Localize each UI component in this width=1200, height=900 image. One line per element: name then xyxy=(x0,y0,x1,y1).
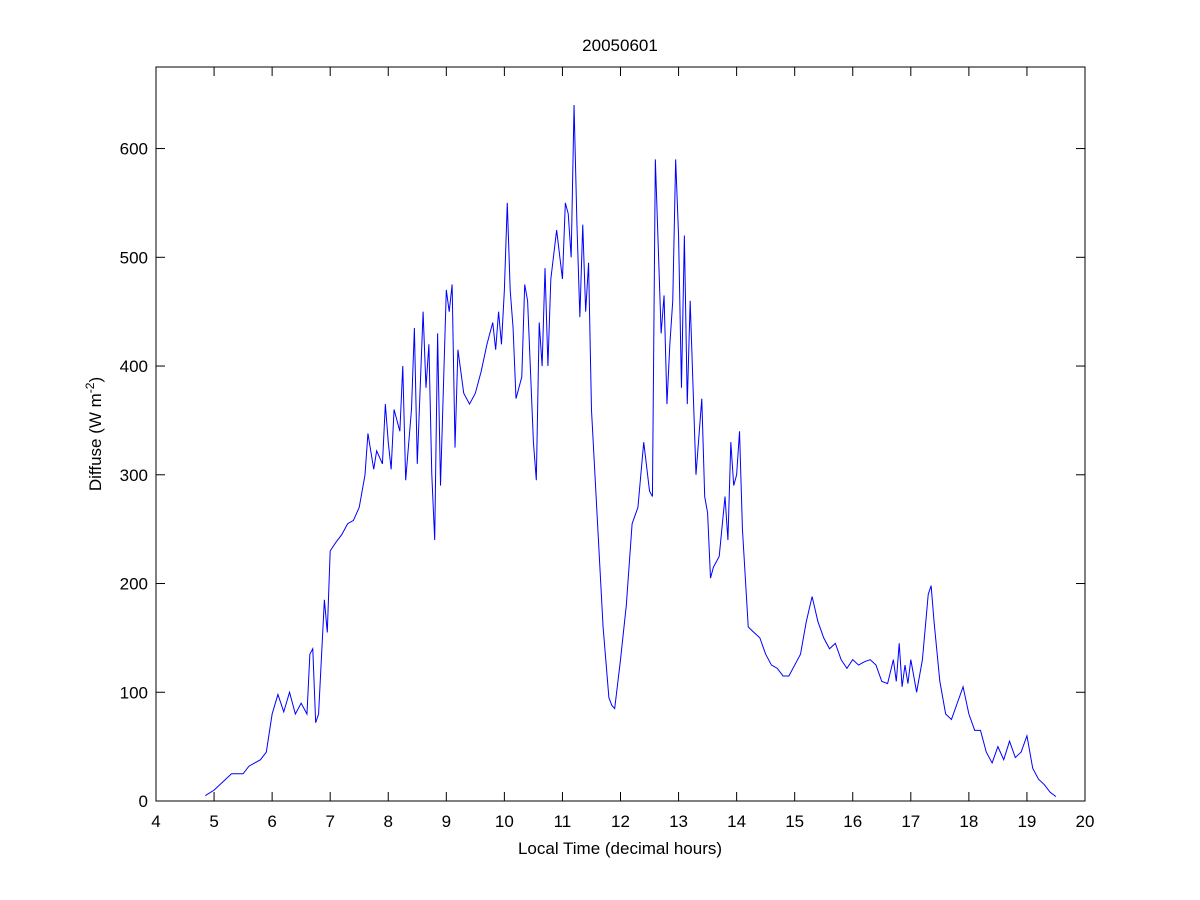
y-axis-label: Diffuse (W m-2) xyxy=(83,377,105,491)
x-tick-label: 14 xyxy=(727,812,746,831)
y-label-tail: ) xyxy=(86,377,105,383)
y-tick-label: 300 xyxy=(120,466,148,485)
x-tick-label: 6 xyxy=(267,812,276,831)
x-tick-label: 11 xyxy=(554,812,572,831)
x-tick-label: 10 xyxy=(495,812,514,831)
x-tick-label: 15 xyxy=(785,812,804,831)
x-tick-label: 12 xyxy=(611,812,630,831)
y-tick-label: 400 xyxy=(120,357,148,376)
y-tick-label: 500 xyxy=(120,248,148,267)
y-tick-label: 0 xyxy=(139,792,148,811)
y-label-text: Diffuse (W m xyxy=(86,393,105,491)
x-axis-label: Local Time (decimal hours) xyxy=(518,839,722,858)
y-tick-label: 100 xyxy=(120,683,148,702)
x-tick-label: 19 xyxy=(1017,812,1036,831)
x-tick-label: 16 xyxy=(843,812,862,831)
x-tick-label: 8 xyxy=(384,812,393,831)
x-tick-label: 13 xyxy=(669,812,688,831)
y-tick-label: 600 xyxy=(120,140,148,159)
x-tick-label: 18 xyxy=(959,812,978,831)
data-line xyxy=(205,105,1057,798)
x-tick-label: 4 xyxy=(151,812,160,831)
chart-title: 20050601 xyxy=(582,36,658,55)
x-tick-label: 20 xyxy=(1076,812,1095,831)
x-tick-label: 17 xyxy=(901,812,920,831)
y-tick-label: 200 xyxy=(120,575,148,594)
y-label-sup: -2 xyxy=(83,382,97,393)
x-tick-label: 5 xyxy=(209,812,218,831)
x-tick-label: 7 xyxy=(325,812,334,831)
x-tick-label: 9 xyxy=(442,812,451,831)
